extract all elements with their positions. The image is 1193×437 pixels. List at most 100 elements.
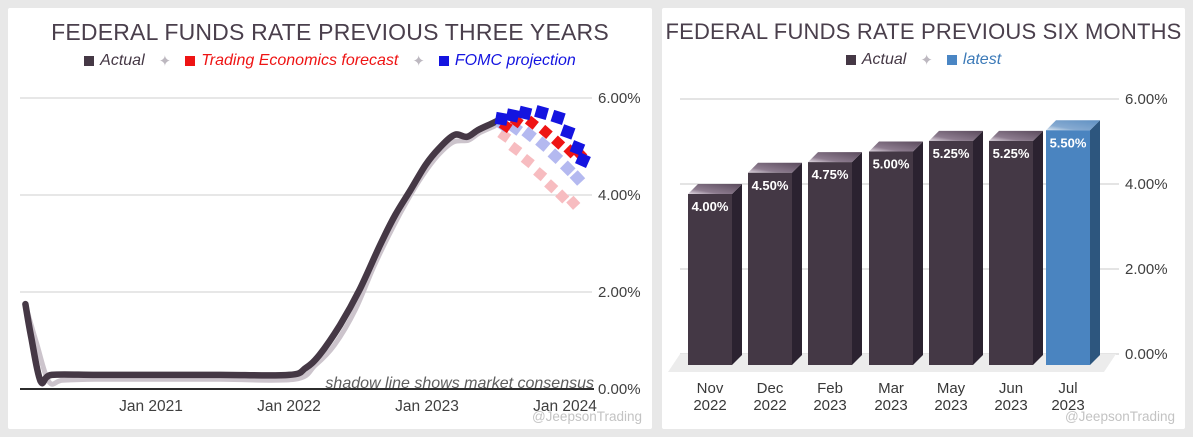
x-tick-year: 2023 [1051,397,1084,414]
y-tick-label: 0.00% [598,381,641,398]
legend-six-months: Actual ✦ latest [662,50,1185,70]
trading-economics-forecast-shadow-marker [520,154,535,169]
bar-top-face [688,184,742,194]
fomc-projection-marker [517,105,533,121]
trading-economics-forecast-marker [538,124,553,140]
bar-front-face [989,140,1033,365]
x-tick-month: Feb [817,380,843,397]
trading-economics-forecast-shadow-marker [508,141,523,156]
fomc-projection-shadow-marker [559,160,576,177]
bar-value-label: 5.00% [873,157,910,172]
bar-front-face [1046,130,1090,365]
y-tick-label: 4.00% [1125,176,1168,193]
y-tick-label: 2.00% [1125,261,1168,278]
bar-value-label: 4.50% [752,178,789,193]
x-tick-year: 2023 [874,397,907,414]
bar-side-face [913,141,923,365]
x-tick-label: Jan 2022 [257,398,321,415]
y-tick-label: 0.00% [1125,346,1168,363]
trading-economics-forecast-shadow-marker [544,179,559,194]
fomc-projection-marker [550,109,566,125]
legend-item-fomc-projection: FOMC projection [438,52,576,70]
bar-top-face [808,152,862,163]
bar-side-face [792,162,802,365]
x-tick-year: 2023 [813,397,846,414]
chart-title-six-months: FEDERAL FUNDS RATE PREVIOUS SIX MONTHS [665,19,1182,44]
shadow-line-annotation: shadow line shows market consensus [325,375,594,392]
fomc-projection-marker [560,124,576,140]
bar-side-face [1090,120,1100,365]
actual-line [22,117,501,387]
sparkle-separator-icon: ✦ [412,53,425,70]
bar-top-face [929,130,983,141]
x-tick-year: 2023 [934,397,967,414]
fomc-projection-marker [534,105,549,120]
bar-front-face [808,162,852,365]
legend-three-years: Actual ✦ Trading Economics forecast ✦ FOMC p… [8,51,652,71]
line-chart: 6.00% 4.00% 2.00% 0.00% Jan 2021 Jan 2022 Jan … [20,90,641,415]
trading-economics-forecast-marker [551,135,566,150]
x-tick-month: Jun [999,380,1023,397]
bar-nov-2022: 4.00% [688,184,742,365]
legend-item-actual: Actual [84,52,145,70]
fomc-projection-marker [575,152,591,169]
fomc-projection-marker [505,108,520,123]
bar-value-label: 4.00% [692,199,729,214]
x-tick-year: 2022 [693,397,726,414]
bar-value-label: 4.75% [812,167,849,182]
legend-item-trading-economics-forecast: Trading Economics forecast [185,52,398,70]
sparkle-separator-icon: ✦ [920,52,933,69]
y-tick-label: 6.00% [598,90,641,107]
watermark-left: @JeepsonTrading [531,409,642,424]
trading-economics-forecast-shadow-marker [555,189,570,204]
legend-swatch-icon [845,55,856,65]
bar-front-face [748,172,792,365]
bar-may-2023: 5.25% [929,130,983,365]
bar-chart: 4.00% 4.50% 4.75% 5.00% 5.25% 5.25% 5.50% 6.00%… [668,91,1168,414]
bar-top-face [989,130,1043,141]
trading-economics-forecast-shadow-marker [497,128,512,143]
bar-side-face [1033,130,1043,365]
legend-label: Trading Economics forecast [201,52,399,69]
bar-side-face [852,152,862,365]
watermark-right: @JeepsonTrading [1064,409,1175,424]
bar-feb-2023: 4.75% [808,152,862,365]
bar-front-face [929,140,973,365]
market-consensus-shadow-line [22,123,498,387]
legend-item-latest: latest [946,51,1002,69]
y-tick-label: 2.00% [598,284,641,301]
legend-item-actual: Actual [845,51,906,69]
legend-swatch-icon [84,56,95,66]
x-tick-month: Mar [878,380,904,397]
bar-top-face [748,162,802,173]
x-tick-month: May [937,380,966,397]
fomc-projection-shadow-marker [547,148,564,164]
bar-value-label: 5.50% [1050,135,1087,150]
bar-value-label: 5.25% [993,146,1030,161]
legend-swatch-icon [185,56,196,66]
fomc-projection-shadow-marker [521,126,537,143]
legend-label: latest [962,51,1002,68]
x-tick-month: Nov [697,380,724,397]
trading-economics-forecast-shadow-marker [566,195,581,210]
x-tick-year: 2022 [753,397,786,414]
bar-jul-2023: 5.50% [1046,120,1100,365]
trading-economics-forecast-shadow-marker [533,167,548,182]
card-three-years: 6.00% 4.00% 2.00% 0.00% Jan 2021 Jan 2022 Jan … [8,8,652,429]
bar-front-face [688,194,732,365]
card-six-months: 4.00% 4.50% 4.75% 5.00% 5.25% 5.25% 5.50% 6.00%… [662,8,1185,429]
bar-value-label: 5.25% [933,146,970,161]
x-tick-label: Jan 2024 [533,398,597,415]
x-tick-month: Jul [1058,380,1077,397]
bar-top-face [1046,120,1100,131]
sparkle-separator-icon: ✦ [158,53,172,70]
x-tick-year: 2023 [994,397,1027,414]
legend-label: FOMC projection [454,52,576,69]
x-tick-month: Dec [757,380,784,397]
bar-side-face [732,184,742,365]
fomc-projection-marker [494,111,509,126]
legend-label: Actual [100,52,145,69]
bar-jun-2023: 5.25% [989,130,1043,365]
bar-dec-2022: 4.50% [748,162,802,365]
